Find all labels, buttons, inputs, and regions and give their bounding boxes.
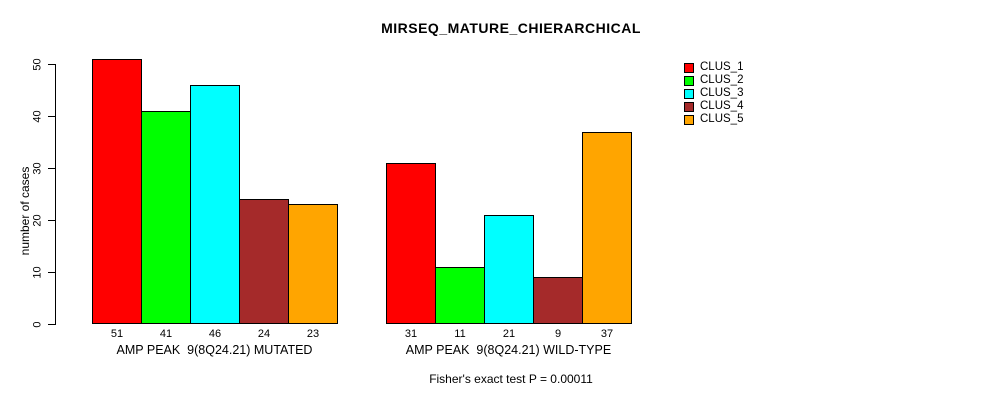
legend: CLUS_1 CLUS_2 CLUS_3 CLUS_4 CLUS_5: [684, 61, 743, 126]
bar-value-label: 11: [454, 328, 466, 340]
bar-value-label: 46: [208, 328, 222, 340]
bar-value-label: 9: [554, 328, 562, 340]
y-tick: [48, 324, 55, 325]
bar-value-label: 31: [404, 328, 418, 340]
y-tick: [48, 220, 55, 221]
legend-label: CLUS_2: [700, 74, 744, 86]
legend-label: CLUS_5: [700, 113, 744, 125]
y-axis-line: [55, 64, 56, 325]
legend-color-swatch-icon: [684, 114, 694, 125]
y-tick-label: 50: [31, 57, 44, 71]
y-tick-label: 0: [31, 320, 44, 328]
bar-value-label: 41: [159, 328, 173, 340]
y-tick-label: 20: [31, 213, 44, 227]
bar-clus_1-group2: [386, 162, 436, 324]
bar-clus_1-group1: [92, 58, 142, 324]
legend-color-swatch-icon: [684, 62, 694, 73]
bar-clus_2-group1: [141, 110, 191, 324]
footnote-annotation: Fisher's exact test P = 0.00011: [429, 372, 593, 386]
legend-label: CLUS_3: [700, 87, 744, 99]
bar-value-label: 37: [600, 328, 614, 340]
y-tick: [48, 116, 55, 117]
y-tick-label: 30: [31, 161, 44, 175]
group-label: AMP PEAK 9(8Q24.21) MUTATED: [116, 343, 313, 357]
y-tick: [48, 64, 55, 65]
bar-value-label: 23: [306, 328, 320, 340]
bar-value-label: 51: [110, 328, 124, 340]
bar-clus_5-group1: [288, 204, 338, 324]
y-tick: [48, 168, 55, 169]
bar-clus_3-group2: [484, 214, 534, 324]
y-tick-label: 10: [31, 265, 44, 279]
legend-label: CLUS_1: [700, 61, 744, 73]
legend-color-swatch-icon: [684, 75, 694, 86]
bar-clus_5-group2: [582, 131, 632, 324]
y-tick: [48, 272, 55, 273]
legend-color-swatch-icon: [684, 88, 694, 99]
y-tick-label: 40: [31, 109, 44, 123]
legend-item: CLUS_3: [684, 87, 743, 100]
bar-clus_4-group2: [533, 277, 583, 324]
legend-item: CLUS_5: [684, 113, 743, 126]
legend-color-swatch-icon: [684, 101, 694, 112]
bar-value-label: 21: [502, 328, 516, 340]
bar-clus_4-group1: [239, 199, 289, 324]
bar-clus_3-group1: [190, 84, 240, 324]
group-label: AMP PEAK 9(8Q24.21) WILD-TYPE: [405, 343, 612, 357]
bar-clus_2-group2: [435, 266, 485, 324]
legend-label: CLUS_4: [700, 100, 744, 112]
bar-value-label: 24: [257, 328, 271, 340]
legend-item: CLUS_4: [684, 100, 743, 113]
legend-item: CLUS_1: [684, 61, 743, 74]
legend-item: CLUS_2: [684, 74, 743, 87]
chart-title: MIRSEQ_MATURE_CHIERARCHICAL: [381, 20, 641, 36]
